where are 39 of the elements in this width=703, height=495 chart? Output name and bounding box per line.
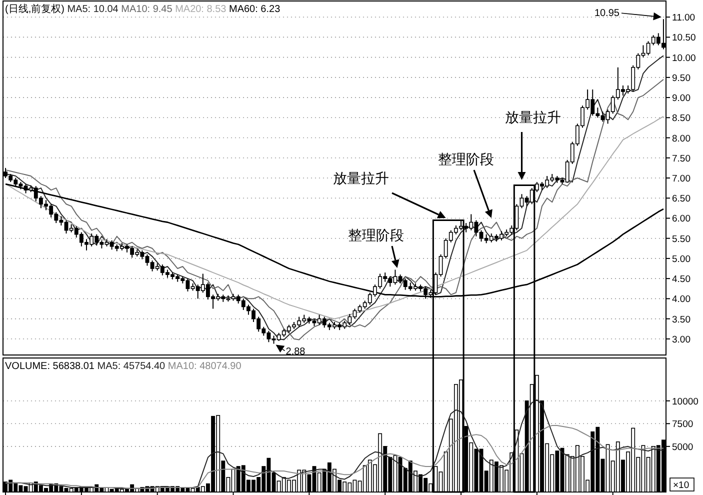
annotation: 整理阶段 bbox=[438, 151, 494, 167]
y-tick-label: 4.00 bbox=[672, 294, 690, 306]
line-series bbox=[5, 399, 664, 489]
y-tick-label: 11.00 bbox=[672, 12, 696, 24]
text: MA5: 10.04 bbox=[67, 4, 122, 15]
y-tick-label: 3.50 bbox=[672, 314, 690, 326]
annotation: 放量拉升 bbox=[505, 109, 561, 125]
ylabel: ×10 bbox=[670, 478, 694, 492]
annotation: 2.88 bbox=[286, 346, 306, 358]
annotation: 放量拉升 bbox=[333, 170, 389, 186]
y-tick-label: 9.00 bbox=[672, 93, 690, 104]
annotation: 10.95 bbox=[594, 8, 620, 20]
y-tick-label: 5.50 bbox=[672, 234, 690, 245]
y-tick-label: 7500 bbox=[672, 419, 694, 430]
chart-title: (日线,前复权) bbox=[5, 3, 68, 15]
text: MA10: 48074.90 bbox=[168, 361, 242, 372]
y-tick-label: 6.50 bbox=[672, 194, 690, 205]
y-tick-label: 5000 bbox=[672, 442, 694, 453]
line-series bbox=[4, 183, 664, 298]
text: VOLUME: 56838.01 bbox=[5, 361, 98, 372]
text: MA10: 9.45 bbox=[121, 4, 176, 15]
text: MA20: 8.53 bbox=[175, 4, 229, 15]
y-axis-title: ×10 bbox=[673, 480, 690, 491]
line-series bbox=[5, 424, 664, 489]
y-tick-label: 7.00 bbox=[672, 174, 690, 184]
y-tick-label: 10000 bbox=[672, 396, 698, 408]
y-tick-label: 3.00 bbox=[672, 334, 690, 346]
y-tick-label: 9.50 bbox=[672, 72, 690, 84]
y-tick-label: 10.00 bbox=[672, 52, 696, 64]
y-tick-label: 10.50 bbox=[672, 32, 696, 44]
y-tick-label: 5.00 bbox=[672, 254, 690, 265]
text: MA60: 6.23 bbox=[228, 4, 281, 15]
y-tick-label: 8.50 bbox=[672, 113, 690, 124]
annotation: 整理阶段 bbox=[348, 227, 404, 243]
y-tick-label: 7.50 bbox=[672, 153, 690, 164]
y-tick-label: 4.50 bbox=[672, 274, 690, 286]
y-tick-label: 8.00 bbox=[672, 133, 690, 144]
y-tick-label: 6.00 bbox=[672, 214, 690, 225]
text: MA5: 45754.40 bbox=[97, 361, 168, 372]
